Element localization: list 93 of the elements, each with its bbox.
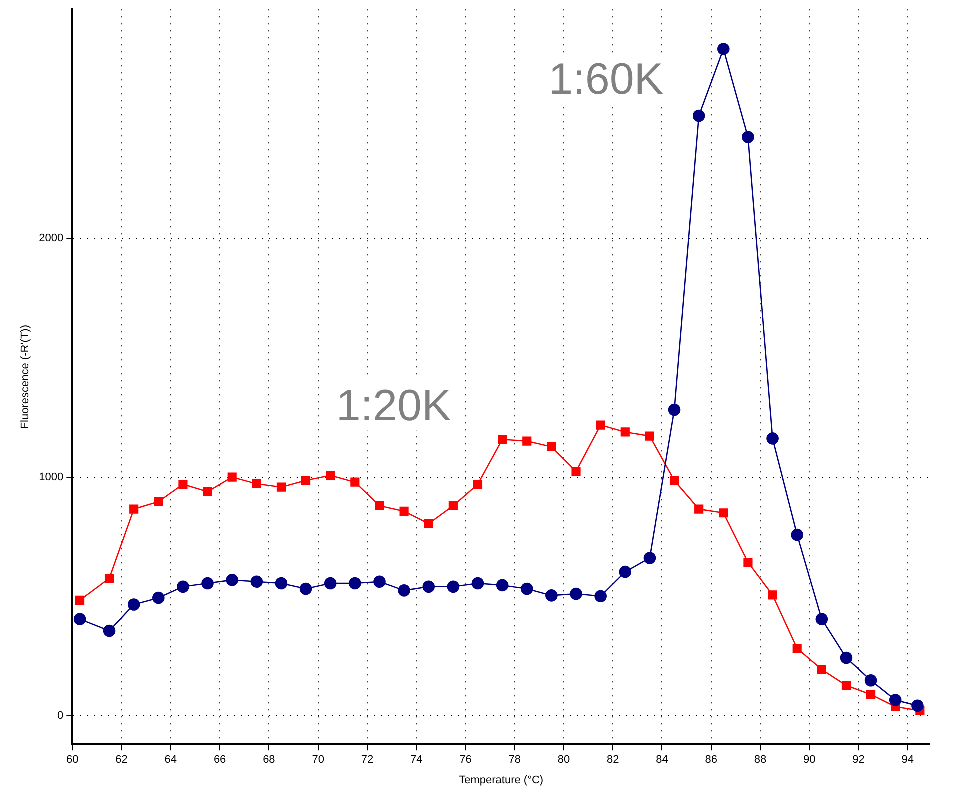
y-tick-label: 1000 [39, 471, 64, 484]
point [547, 442, 556, 452]
point [694, 504, 704, 514]
point [74, 613, 86, 626]
point [300, 582, 312, 596]
x-tick-label: 62 [116, 754, 128, 766]
x-axis-title: Temperature (°C) [459, 774, 544, 786]
series-label: 1:20K [336, 381, 452, 430]
x-tick-label: 78 [508, 754, 521, 766]
x-tick-label: 76 [460, 754, 472, 766]
point [154, 497, 164, 506]
y-tick-label: 2000 [39, 232, 64, 245]
point [473, 480, 483, 490]
x-tick-label: 92 [852, 754, 865, 766]
point [670, 476, 680, 486]
point [766, 432, 779, 445]
point [619, 566, 632, 578]
series-label: 1:60K [548, 55, 664, 104]
point [572, 467, 581, 476]
point [866, 690, 876, 700]
point [792, 644, 802, 654]
x-tick-label: 94 [902, 754, 914, 766]
point [398, 584, 410, 597]
point [302, 476, 311, 486]
point [816, 613, 828, 626]
point [719, 508, 728, 518]
point [276, 482, 286, 492]
x-tick-label: 68 [263, 754, 276, 766]
x-tick-label: 60 [66, 754, 79, 766]
point [912, 700, 924, 712]
point [718, 43, 730, 56]
point [768, 590, 778, 600]
x-tick-label: 70 [312, 754, 324, 766]
point [472, 577, 484, 590]
point [275, 577, 288, 590]
x-tick-label: 72 [361, 754, 374, 766]
point [104, 574, 114, 584]
point [840, 652, 853, 664]
x-tick-label: 86 [705, 754, 718, 766]
x-tick-label: 64 [164, 754, 178, 766]
point [668, 404, 681, 416]
y-axis-title: Fluorescence (-R'(T)) [20, 325, 32, 430]
point [250, 576, 264, 588]
x-tick-label: 80 [558, 754, 570, 766]
point [692, 110, 706, 122]
point [620, 428, 630, 437]
y-tick-label: 0 [58, 710, 64, 722]
point [522, 436, 532, 446]
point [742, 131, 754, 144]
point [448, 501, 458, 511]
point [226, 574, 238, 586]
point [400, 506, 409, 516]
point [570, 588, 582, 600]
point [324, 577, 337, 590]
point [374, 576, 386, 588]
point [350, 478, 360, 487]
x-tick-label: 90 [804, 754, 816, 766]
point [498, 435, 508, 444]
point [252, 479, 262, 489]
x-tick-label: 66 [214, 754, 226, 766]
point [178, 480, 188, 490]
point [128, 598, 140, 611]
point [76, 596, 85, 606]
point [520, 582, 534, 596]
point [594, 590, 607, 603]
point [130, 504, 139, 514]
x-tick-label: 84 [656, 754, 668, 766]
point [375, 501, 384, 511]
x-tick-label: 74 [410, 754, 423, 766]
x-tick-label: 88 [754, 754, 767, 766]
point [889, 694, 902, 706]
point [349, 577, 362, 590]
x-tick-label: 82 [606, 754, 620, 766]
point [422, 580, 436, 594]
point [326, 471, 336, 480]
point [791, 528, 804, 542]
point [496, 579, 509, 592]
point [596, 420, 606, 430]
point [817, 665, 826, 674]
point [644, 552, 656, 564]
point [864, 674, 878, 687]
point [842, 681, 852, 690]
point [546, 590, 558, 602]
point [203, 487, 212, 496]
point [744, 558, 753, 568]
point [177, 580, 190, 594]
point [103, 624, 116, 638]
point [424, 519, 434, 528]
point [228, 472, 237, 482]
point [447, 580, 460, 594]
point [152, 592, 165, 604]
point [202, 577, 214, 590]
point [645, 432, 654, 441]
